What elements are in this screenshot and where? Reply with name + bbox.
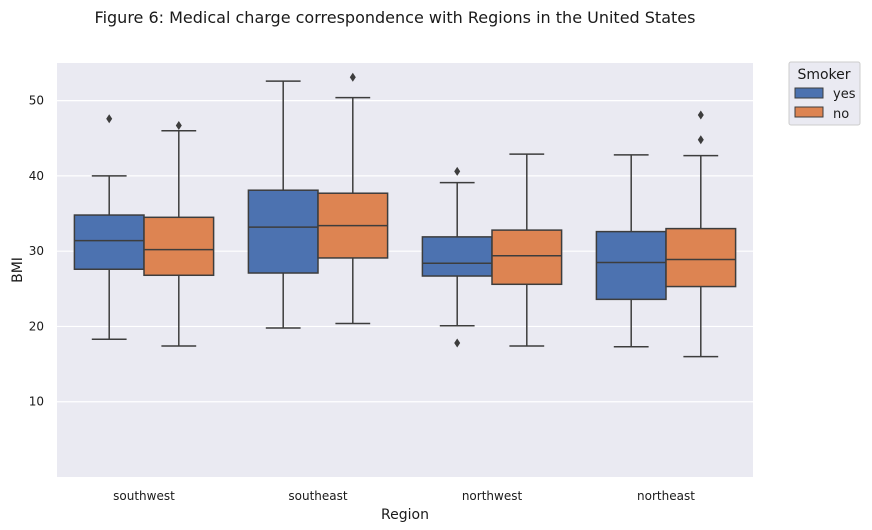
x-tick-labels: southwest southeast northwest northeast bbox=[113, 489, 695, 503]
outlier-point bbox=[697, 135, 704, 145]
box-northwest-yes bbox=[421, 166, 493, 348]
outlier-point bbox=[106, 114, 113, 124]
legend: Smoker yes no bbox=[788, 61, 861, 126]
y-axis-label: BMI bbox=[10, 257, 26, 283]
box-iqr bbox=[247, 189, 319, 274]
box-iqr bbox=[143, 216, 215, 277]
x-tick-label: northwest bbox=[462, 489, 523, 503]
legend-title: Smoker bbox=[797, 67, 850, 83]
y-tick-label: 40 bbox=[29, 169, 44, 183]
box-southeast-yes bbox=[247, 80, 319, 329]
legend-label-yes: yes bbox=[833, 87, 856, 102]
box-iqr bbox=[595, 230, 667, 301]
box-iqr bbox=[491, 229, 563, 286]
legend-label-no: no bbox=[833, 107, 849, 122]
box-iqr bbox=[421, 236, 493, 277]
y-tick-labels: 10 20 30 40 50 bbox=[29, 94, 44, 409]
box-northeast-no bbox=[665, 110, 737, 358]
box-iqr bbox=[665, 227, 737, 288]
outlier-point bbox=[454, 338, 461, 348]
box-series bbox=[73, 72, 737, 358]
x-tick-label: southeast bbox=[288, 489, 347, 503]
outlier-point bbox=[454, 166, 461, 176]
y-tick-label: 50 bbox=[29, 94, 44, 108]
y-tick-label: 20 bbox=[29, 319, 44, 333]
box-northeast-yes bbox=[595, 154, 667, 348]
x-tick-label: northeast bbox=[637, 489, 695, 503]
x-axis-label: Region bbox=[381, 507, 429, 523]
outlier-point bbox=[349, 72, 356, 82]
x-tick-label: southwest bbox=[113, 489, 175, 503]
outlier-point bbox=[175, 120, 182, 130]
box-southwest-yes bbox=[73, 114, 145, 341]
y-tick-label: 10 bbox=[29, 395, 44, 409]
box-northwest-no bbox=[491, 153, 563, 347]
chart-title: Figure 6: Medical charge correspondence … bbox=[95, 8, 696, 27]
box-iqr bbox=[73, 214, 145, 270]
outlier-point bbox=[697, 110, 704, 120]
box-southeast-no bbox=[317, 72, 389, 325]
legend-swatch-yes bbox=[794, 87, 824, 99]
legend-swatch-no bbox=[794, 106, 824, 118]
y-tick-label: 30 bbox=[29, 244, 44, 258]
box-southwest-no bbox=[143, 120, 215, 347]
